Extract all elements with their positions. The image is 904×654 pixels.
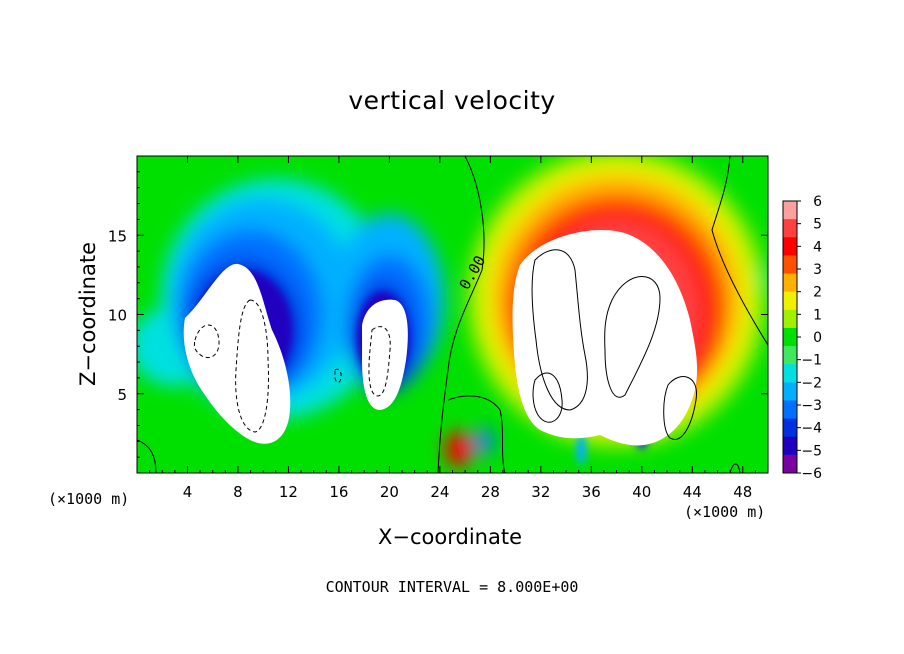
- colorbar-swatch: [783, 327, 797, 347]
- colorbar-swatch: [783, 418, 797, 438]
- colorbar-swatch: [783, 219, 797, 238]
- colorbar-swatch: [783, 436, 797, 456]
- negative-contour-lines: [193, 299, 391, 433]
- x-tick-label: 8: [233, 483, 243, 501]
- downdraft-contour-left-inner: [193, 324, 220, 358]
- updraft-contour-b: [604, 276, 661, 398]
- colorbar-label: 1: [813, 307, 822, 323]
- x-tick-label: 32: [531, 483, 550, 501]
- colorbar-swatch: [783, 201, 797, 220]
- x-tick-label: 48: [733, 483, 752, 501]
- colorbar-label: −1: [801, 353, 822, 369]
- y-axis-label: Z−coordinate: [76, 242, 100, 386]
- updraft-contour-c: [532, 372, 563, 423]
- contour-lines: [137, 156, 768, 473]
- updraft-small-cell: [444, 431, 473, 468]
- colorbar-swatch: [783, 364, 797, 383]
- updraft-contour-d: [663, 376, 697, 440]
- y-axis: 5 10 15: [108, 171, 768, 458]
- colorbar-label: −2: [801, 375, 822, 391]
- colorbar-label: 6: [813, 194, 822, 210]
- y-tick-label: 15: [108, 227, 127, 245]
- velocity-field: 0.00: [137, 156, 768, 473]
- downdraft-thin: [576, 433, 587, 466]
- colorbar-swatch: [783, 291, 797, 311]
- colorbar-label: 3: [813, 262, 822, 278]
- colorbar-label: 4: [813, 239, 822, 255]
- zero-contour-right: [711, 156, 768, 346]
- x-axis-label: X−coordinate: [378, 525, 522, 549]
- x-tick-label: 20: [380, 483, 399, 501]
- x-axis: 4 8 12 16 20 24 28 32 36 40 44 48: [149, 156, 756, 501]
- zero-contour-small: [729, 463, 741, 473]
- colorbar-label: 0: [813, 330, 822, 346]
- x-unit-label-left: (×1000 m): [48, 490, 130, 508]
- x-tick-label: 40: [632, 483, 651, 501]
- colorbar-label: 5: [813, 217, 822, 233]
- colorbar: 6 5 4 3 2 1 0 −1 −2 −3 −4 −5 −6: [782, 194, 822, 482]
- x-tick-label: 44: [683, 483, 702, 501]
- zero-contour-main: [437, 156, 485, 473]
- x-unit-label-right: (×1000 m): [684, 503, 766, 521]
- downdraft-contour-middle: [368, 326, 391, 397]
- zero-contour-corner: [137, 439, 157, 473]
- x-tick-label: 16: [329, 483, 348, 501]
- colorbar-label: −4: [801, 421, 822, 437]
- colorbar-swatch: [783, 255, 797, 275]
- colorbar-swatch: [783, 309, 797, 329]
- colorbar-label: −6: [801, 466, 822, 482]
- colorbar-swatch: [783, 237, 797, 256]
- x-tick-label: 12: [279, 483, 298, 501]
- colorbar-swatch: [783, 346, 797, 365]
- colorbar-label: −3: [801, 398, 822, 414]
- zero-contour-lower: [447, 395, 506, 473]
- contour-interval-note: CONTOUR INTERVAL = 8.000E+00: [325, 578, 579, 596]
- downdraft-saturated-core-middle: [362, 299, 408, 410]
- x-tick-label: 4: [183, 483, 193, 501]
- y-tick-label: 10: [108, 307, 127, 325]
- colorbar-swatch: [783, 273, 797, 293]
- y-tick-label: 5: [117, 386, 127, 404]
- colorbar-swatch: [783, 400, 797, 420]
- chart-title: vertical velocity: [348, 86, 556, 115]
- downdraft-small-cell: [475, 427, 494, 456]
- downdraft-contour-tiny: [334, 368, 342, 383]
- colorbar-label: −5: [801, 443, 822, 459]
- updraft-contour-a: [531, 249, 588, 411]
- x-tick-label: 36: [582, 483, 601, 501]
- downdraft-contour-left-outer: [235, 299, 269, 433]
- colorbar-swatch: [783, 382, 797, 401]
- colorbar-label: 2: [813, 285, 822, 301]
- x-tick-label: 24: [430, 483, 449, 501]
- x-tick-label: 28: [481, 483, 500, 501]
- colorbar-swatch: [783, 454, 797, 474]
